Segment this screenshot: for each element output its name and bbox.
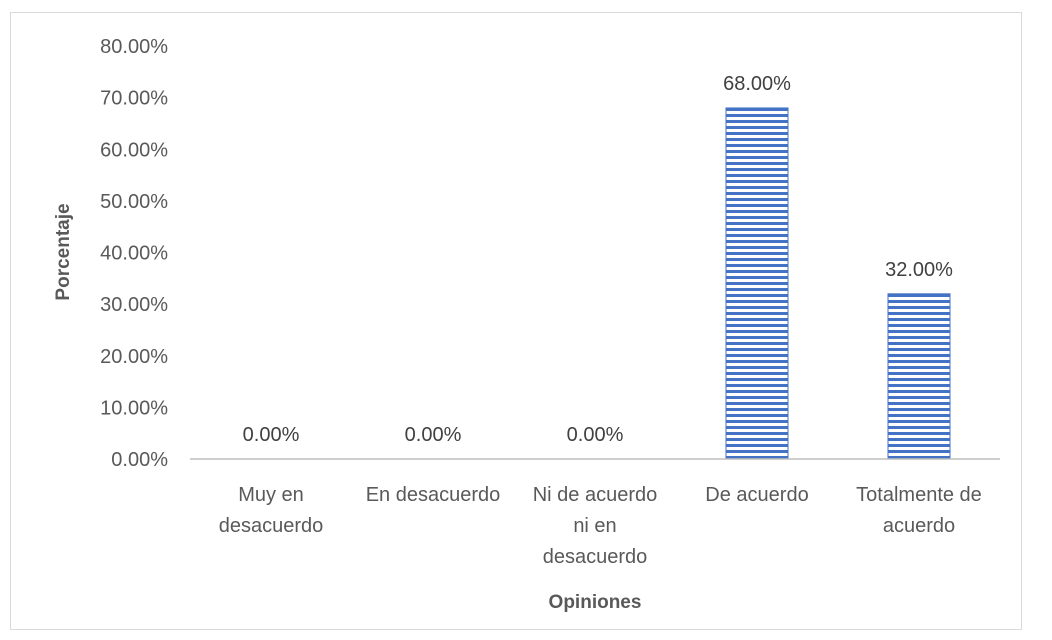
- x-category-label-line: En desacuerdo: [366, 484, 501, 506]
- y-tick-label: 70.00%: [100, 88, 168, 110]
- y-tick-label: 10.00%: [100, 397, 168, 419]
- y-tick-label: 20.00%: [100, 346, 168, 368]
- x-category-label-line: ni en: [573, 515, 616, 537]
- chart-frame: [10, 12, 1022, 630]
- x-category-label-line: acuerdo: [883, 515, 955, 537]
- bar-data-label: 0.00%: [405, 424, 462, 446]
- y-tick-label: 0.00%: [111, 449, 168, 471]
- y-axis-ticks: 0.00% 10.00% 20.00% 30.00% 40.00% 50.00% 60.00…: [100, 36, 168, 471]
- x-category-label: En desacuerdo: [366, 484, 501, 506]
- bars: [725, 107, 951, 460]
- x-category-label: Totalmente de acuerdo: [856, 484, 982, 537]
- x-category-label-line: desacuerdo: [219, 515, 324, 537]
- y-tick-label: 80.00%: [100, 36, 168, 58]
- x-category-label-line: Totalmente de: [856, 484, 982, 506]
- x-axis-title: Opiniones: [549, 592, 642, 613]
- y-tick-label: 40.00%: [100, 243, 168, 265]
- x-category-label-line: desacuerdo: [543, 546, 648, 568]
- y-tick-label: 50.00%: [100, 191, 168, 213]
- category-labels: Muy en desacuerdo En desacuerdo Ni de acuer…: [219, 484, 982, 568]
- x-category-label-line: Muy en: [238, 484, 304, 506]
- data-labels: 0.00% 0.00% 0.00% 68.00% 32.00%: [243, 73, 953, 446]
- bar-data-label: 0.00%: [243, 424, 300, 446]
- x-category-label: De acuerdo: [705, 484, 808, 506]
- x-category-label-line: Ni de acuerdo: [533, 484, 658, 506]
- bar: [725, 107, 789, 460]
- y-tick-label: 60.00%: [100, 139, 168, 161]
- x-category-label-line: De acuerdo: [705, 484, 808, 506]
- bar-data-label: 68.00%: [723, 73, 791, 95]
- x-category-label: Muy en desacuerdo: [219, 484, 324, 537]
- y-axis-title: Porcentaje: [53, 203, 74, 300]
- bar-data-label: 0.00%: [567, 424, 624, 446]
- x-category-label: Ni de acuerdo ni en desacuerdo: [533, 484, 658, 568]
- bar: [887, 293, 951, 460]
- y-tick-label: 30.00%: [100, 294, 168, 316]
- bar-data-label: 32.00%: [885, 259, 953, 281]
